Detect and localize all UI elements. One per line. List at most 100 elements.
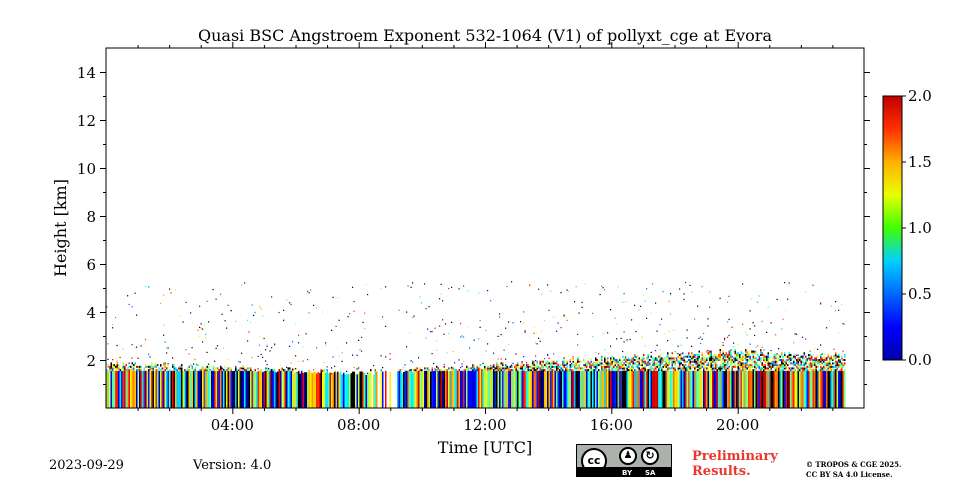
data-pixel	[835, 362, 837, 365]
data-pixel	[835, 369, 837, 372]
data-column	[709, 370, 711, 408]
data-pixel	[230, 369, 232, 372]
data-pixel	[148, 369, 150, 372]
data-pixel	[725, 369, 727, 372]
data-pixel	[821, 362, 823, 365]
data-pixel	[419, 366, 421, 368]
data-pixel	[782, 367, 784, 370]
data-pixel	[112, 359, 114, 361]
data-pixel	[592, 369, 594, 372]
data-column	[139, 370, 141, 408]
data-pixel	[670, 293, 672, 295]
data-pixel	[689, 360, 691, 363]
data-pixel	[680, 353, 682, 355]
data-column	[112, 370, 114, 408]
data-pixel	[761, 357, 763, 360]
data-pixel	[688, 369, 690, 372]
data-column	[406, 370, 408, 408]
data-pixel	[212, 365, 214, 368]
data-pixel	[629, 360, 631, 363]
data-pixel	[676, 352, 678, 355]
data-pixel	[686, 360, 688, 363]
data-pixel	[722, 362, 724, 365]
copyright-notice: © TROPOS & CGE 2025. CC BY SA 4.0 Licens…	[806, 460, 901, 480]
data-column	[577, 370, 579, 408]
data-column	[359, 371, 361, 408]
data-pixel	[545, 362, 547, 365]
data-pixel	[746, 359, 748, 361]
data-pixel	[167, 365, 169, 368]
data-pixel	[733, 342, 735, 344]
data-pixel	[644, 300, 646, 302]
data-column	[518, 370, 520, 408]
data-pixel	[836, 365, 838, 368]
data-pixel	[281, 369, 283, 372]
data-pixel	[829, 362, 831, 365]
data-pixel	[242, 369, 244, 372]
data-column	[569, 370, 571, 408]
data-pixel	[623, 367, 625, 370]
data-pixel	[158, 367, 160, 370]
data-pixel	[811, 369, 813, 372]
data-pixel	[730, 355, 732, 358]
data-pixel	[541, 360, 543, 363]
data-pixel	[758, 364, 760, 367]
data-pixel	[214, 360, 216, 362]
data-pixel	[602, 287, 604, 289]
data-pixel	[713, 359, 715, 361]
data-pixel	[569, 365, 571, 368]
data-pixel	[802, 364, 804, 367]
data-pixel	[614, 364, 616, 367]
data-pixel	[754, 365, 756, 368]
data-pixel	[721, 354, 723, 356]
data-pixel	[701, 362, 703, 365]
data-column	[779, 370, 781, 408]
data-pixel	[205, 337, 207, 339]
data-column	[434, 370, 436, 408]
data-pixel	[797, 369, 799, 372]
data-pixel	[607, 369, 609, 372]
data-pixel	[455, 369, 457, 372]
data-pixel	[667, 355, 669, 358]
data-column	[689, 370, 691, 408]
data-pixel	[802, 369, 804, 372]
data-column	[449, 370, 451, 408]
data-column	[418, 370, 420, 408]
data-pixel	[596, 364, 598, 367]
data-pixel	[833, 369, 835, 372]
data-pixel	[728, 318, 730, 321]
data-column	[208, 370, 210, 408]
data-pixel	[698, 357, 700, 360]
data-pixel	[784, 367, 786, 370]
data-pixel	[542, 369, 544, 372]
data-pixel	[764, 369, 766, 372]
data-pixel	[712, 369, 714, 372]
data-pixel	[193, 363, 195, 365]
data-pixel	[803, 357, 805, 360]
data-pixel	[658, 355, 660, 358]
data-pixel	[668, 300, 670, 302]
data-pixel	[815, 367, 817, 370]
data-pixel	[205, 369, 207, 372]
data-column	[247, 370, 249, 408]
data-pixel	[485, 367, 487, 370]
data-pixel	[724, 337, 726, 339]
data-pixel	[805, 338, 807, 340]
data-pixel	[136, 365, 138, 368]
data-pixel	[557, 364, 559, 367]
data-pixel	[526, 365, 528, 368]
data-column	[470, 370, 472, 408]
data-column	[311, 373, 313, 408]
data-pixel	[106, 369, 108, 372]
data-pixel	[638, 309, 640, 311]
data-pixel	[745, 355, 747, 358]
data-pixel	[731, 359, 733, 361]
data-pixel	[842, 365, 844, 368]
data-pixel	[665, 369, 667, 372]
data-pixel	[154, 365, 156, 368]
data-pixel	[523, 365, 525, 368]
data-pixel	[601, 365, 603, 368]
data-pixel	[719, 365, 721, 368]
data-pixel	[752, 369, 754, 372]
